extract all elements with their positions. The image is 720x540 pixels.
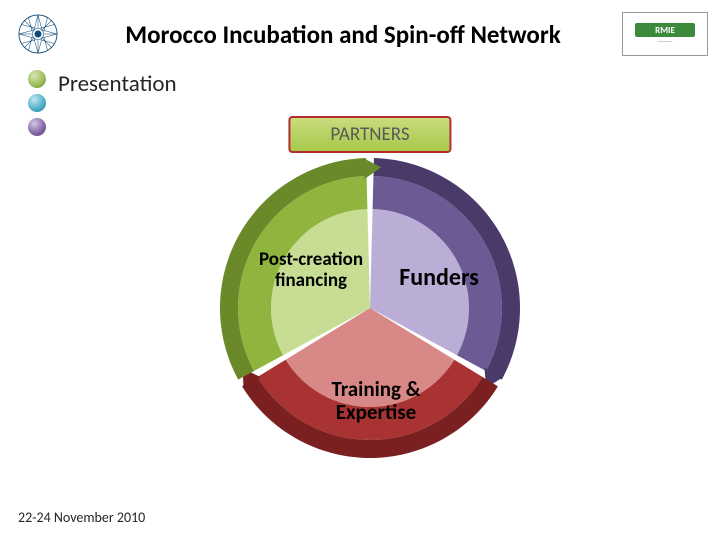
- bullet-2: [28, 94, 46, 112]
- page-title: Morocco Incubation and Spin-off Network: [64, 19, 622, 50]
- logo-left: [12, 8, 64, 60]
- logo-right-sub: ──────: [658, 39, 673, 45]
- bullet-3: [28, 118, 46, 136]
- subtitle: Presentation: [58, 70, 177, 98]
- pie-chart: [220, 158, 520, 458]
- partners-diagram: PARTNERS Post-creation financing Funders…: [180, 110, 560, 490]
- logo-right: RMIE ──────: [622, 12, 708, 56]
- partners-label-box: PARTNERS: [288, 116, 451, 153]
- footer-date: 22-24 November 2010: [18, 509, 145, 526]
- logo-right-text: RMIE: [635, 23, 695, 37]
- bullet-stack: [28, 70, 46, 136]
- bullet-1: [28, 70, 46, 88]
- header: Morocco Incubation and Spin-off Network …: [0, 0, 720, 64]
